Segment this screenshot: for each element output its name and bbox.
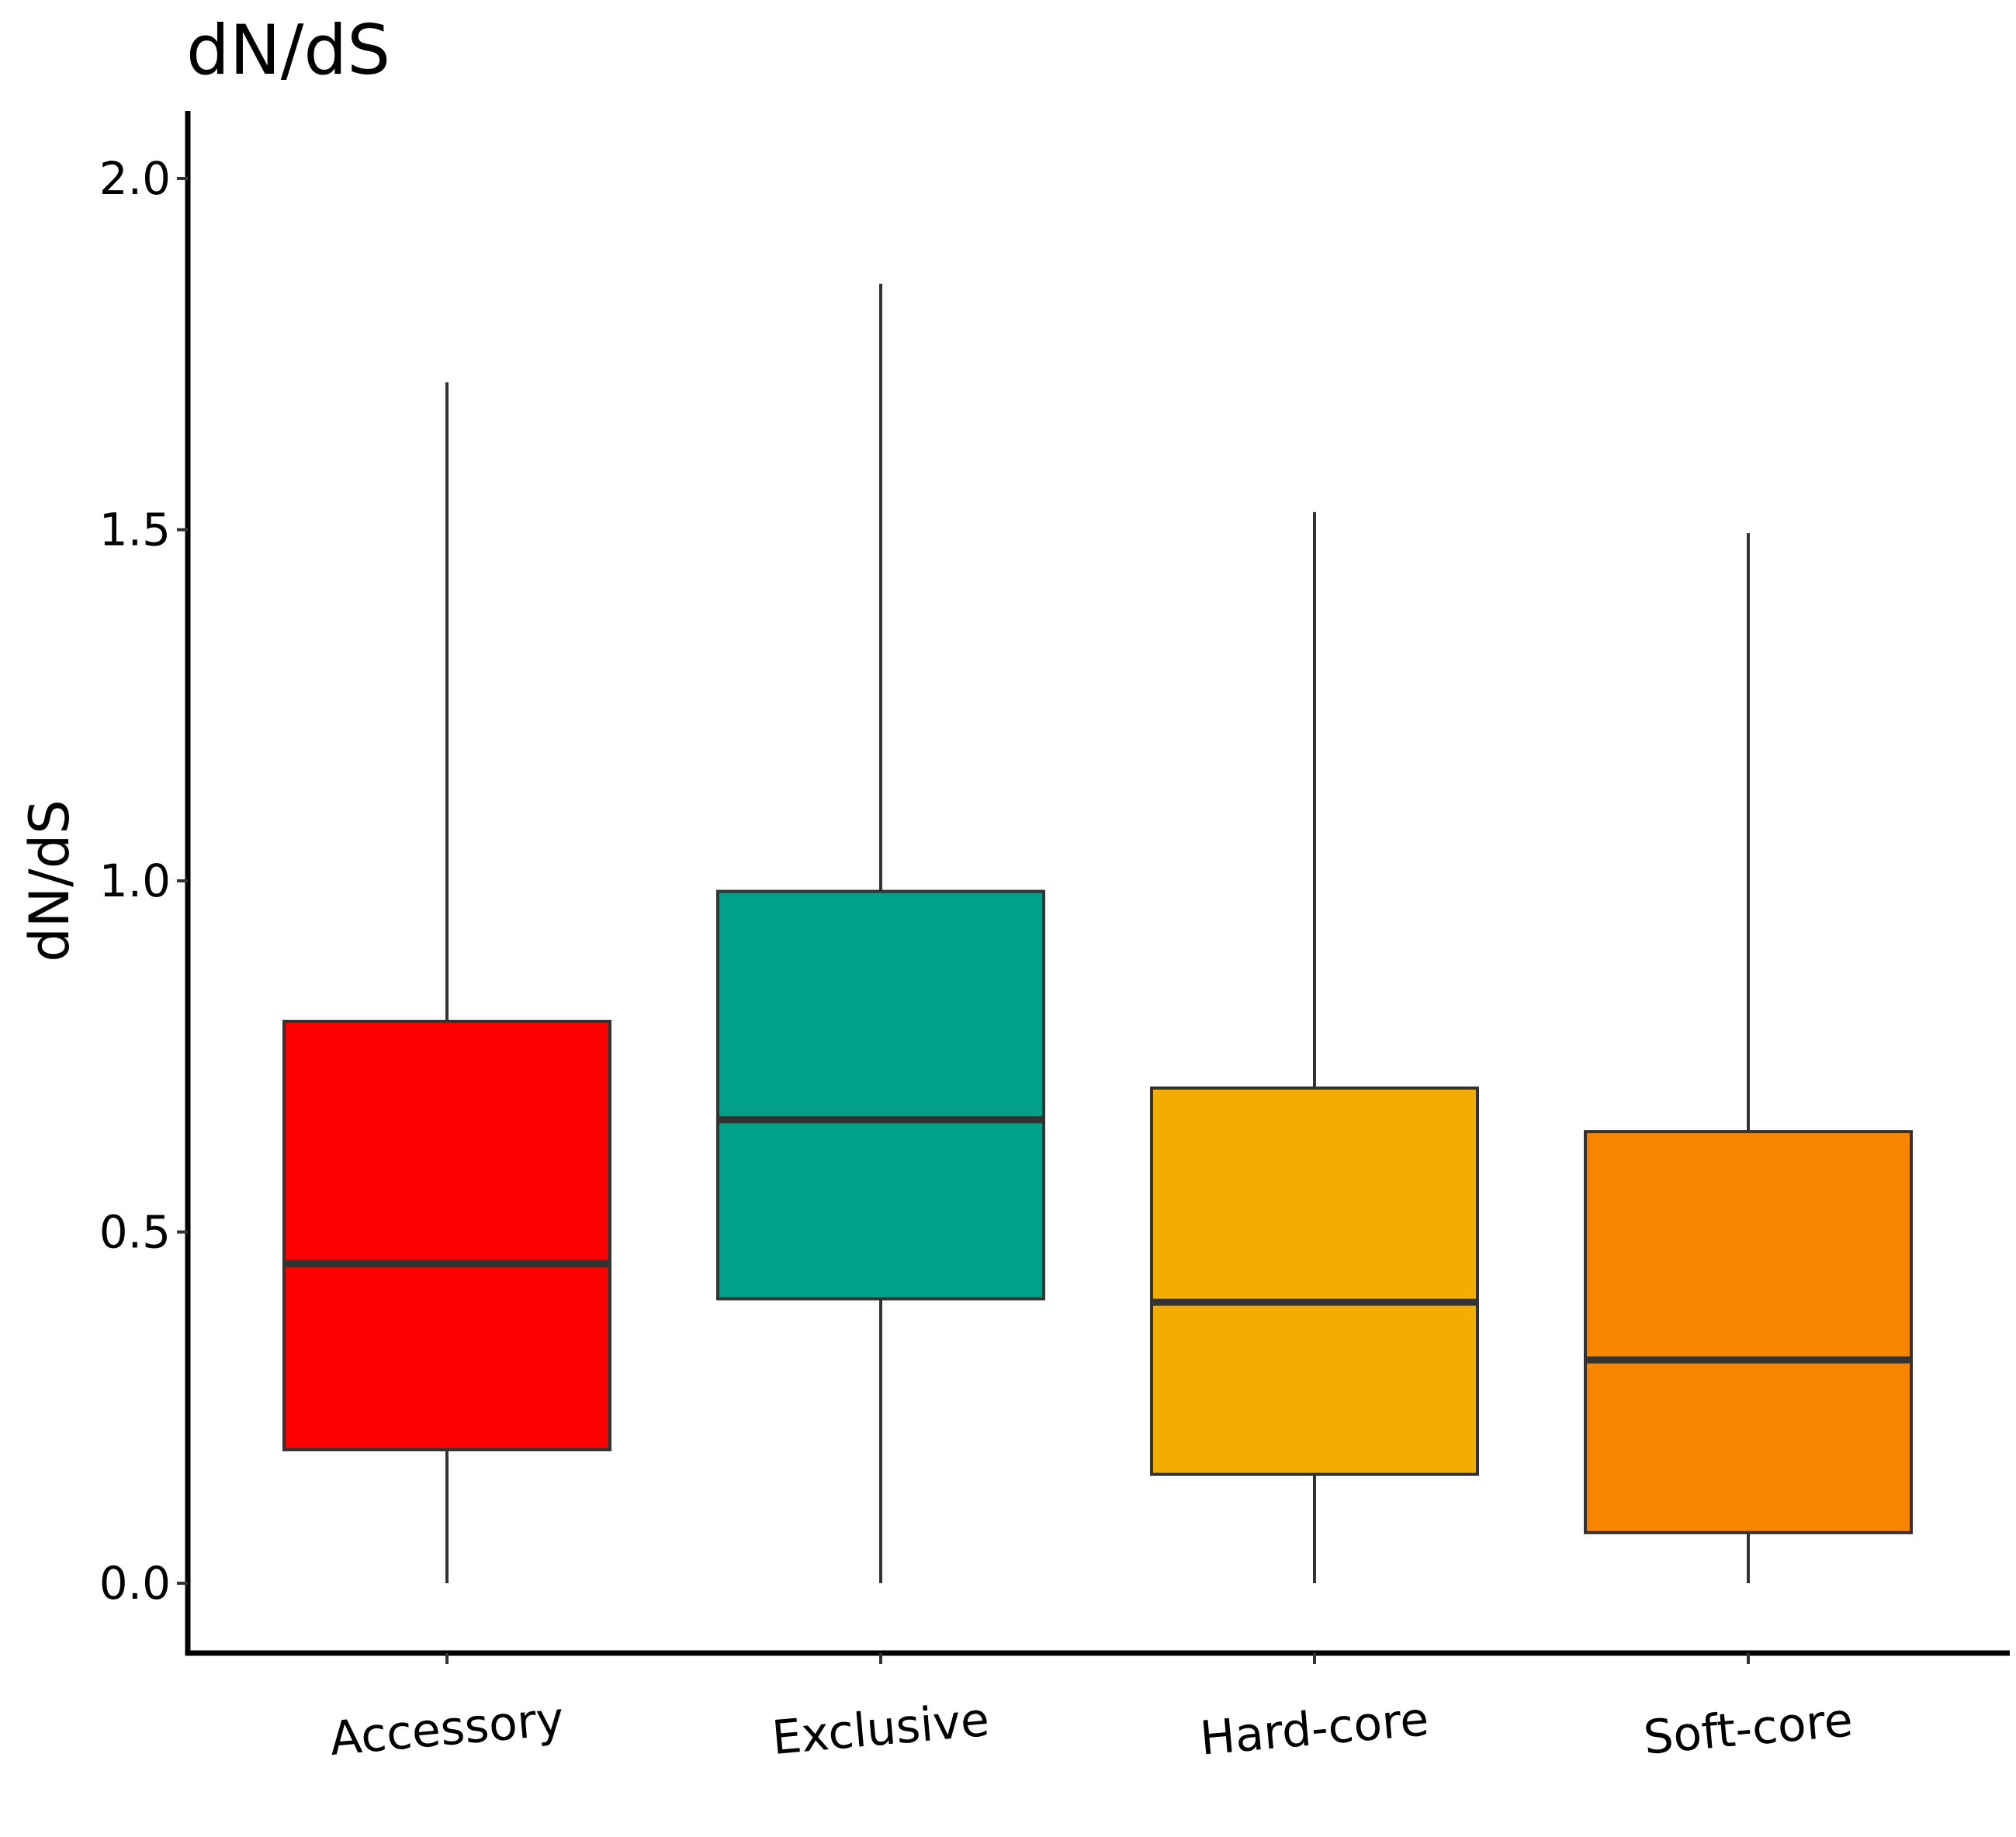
x-axis: Accessory Exclusive Hard-core Soft-core — [185, 1650, 2010, 1766]
y-tick-label: 2.0 — [99, 152, 171, 205]
chart-title: dN/dS — [186, 10, 390, 90]
y-axis-title: dN/dS — [18, 799, 81, 962]
y-tick-label: 1.0 — [99, 854, 171, 907]
box-group-accessory — [282, 382, 611, 1583]
x-tick-label: Soft-core — [1641, 1693, 1855, 1765]
y-tick-label: 0.5 — [99, 1206, 171, 1259]
box-group-hard-core — [1150, 511, 1479, 1583]
x-tick-label: Accessory — [327, 1692, 566, 1766]
box-exclusive — [716, 889, 1045, 1301]
box-group-exclusive — [716, 283, 1045, 1583]
y-tick-label: 0.0 — [99, 1557, 171, 1610]
box-group-soft-core — [1584, 533, 1913, 1583]
x-tick-label: Exclusive — [770, 1693, 991, 1766]
x-tick-label: Hard-core — [1198, 1692, 1431, 1766]
box-accessory — [282, 1020, 611, 1452]
y-tick-label: 1.5 — [99, 504, 171, 556]
boxes-layer — [282, 283, 1913, 1583]
y-axis: 0.0 0.5 1.0 1.5 2.0 — [99, 111, 191, 1655]
box-hard-core — [1150, 1086, 1479, 1476]
box-soft-core — [1584, 1130, 1913, 1534]
